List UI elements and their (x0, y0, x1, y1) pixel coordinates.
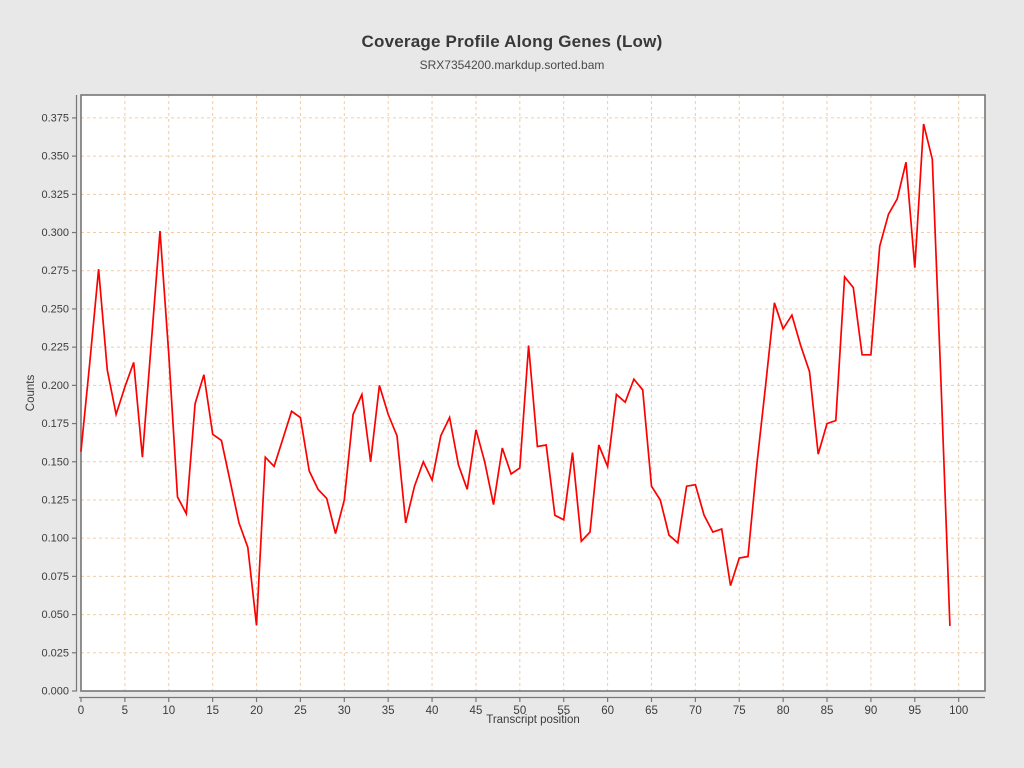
y-tick-label: 0.125 (41, 494, 69, 506)
y-tick-label: 0.100 (41, 533, 69, 545)
x-axis-title: Transcript position (486, 714, 580, 726)
plot-border (80, 94, 986, 692)
y-tick-label: 0.375 (41, 112, 69, 124)
y-tick-label: 0.300 (41, 227, 69, 239)
coverage-series-line (80, 123, 951, 627)
x-tick-label: 55 (557, 705, 570, 717)
x-tick-label: 85 (821, 705, 834, 717)
y-tick-label: 0.000 (41, 686, 69, 698)
y-tick-label: 0.025 (41, 647, 69, 659)
x-tick-label: 80 (777, 705, 790, 717)
y-tick-label: 0.175 (41, 418, 69, 430)
x-tick-label: 95 (908, 705, 921, 717)
x-tick-label: 60 (601, 705, 614, 717)
x-tick-label: 75 (733, 705, 746, 717)
chart-subtitle: SRX7354200.markdup.sorted.bam (419, 58, 605, 72)
x-tick-label: 20 (250, 705, 263, 717)
x-tick-label: 45 (470, 705, 483, 717)
x-tick-label: 50 (513, 705, 526, 717)
y-tick-label: 0.350 (41, 151, 69, 163)
x-tick-label: 30 (338, 705, 351, 717)
x-tick-label: 25 (294, 705, 307, 717)
x-tick-label: 40 (426, 705, 439, 717)
x-tick-label: 100 (949, 705, 968, 717)
x-tick-label: 35 (382, 705, 395, 717)
y-tick-label: 0.050 (41, 609, 69, 621)
y-tick-label: 0.200 (41, 380, 69, 392)
y-tick-label: 0.250 (41, 303, 69, 315)
x-tick-label: 10 (162, 705, 175, 717)
x-tick-label: 70 (689, 705, 702, 717)
y-tick-label: 0.075 (41, 571, 69, 583)
y-axis-title: Counts (25, 374, 37, 412)
x-tick-label: 65 (645, 705, 658, 717)
x-tick-label: 90 (865, 705, 878, 717)
y-tick-label: 0.275 (41, 265, 69, 277)
y-tick-label: 0.225 (41, 342, 69, 354)
y-tick-label: 0.325 (41, 189, 69, 201)
x-tick-label: 5 (122, 705, 128, 717)
x-tick-label: 15 (206, 705, 219, 717)
chart-title: Coverage Profile Along Genes (Low) (361, 32, 663, 51)
x-tick-label: 0 (78, 705, 84, 717)
y-tick-label: 0.150 (41, 456, 69, 468)
